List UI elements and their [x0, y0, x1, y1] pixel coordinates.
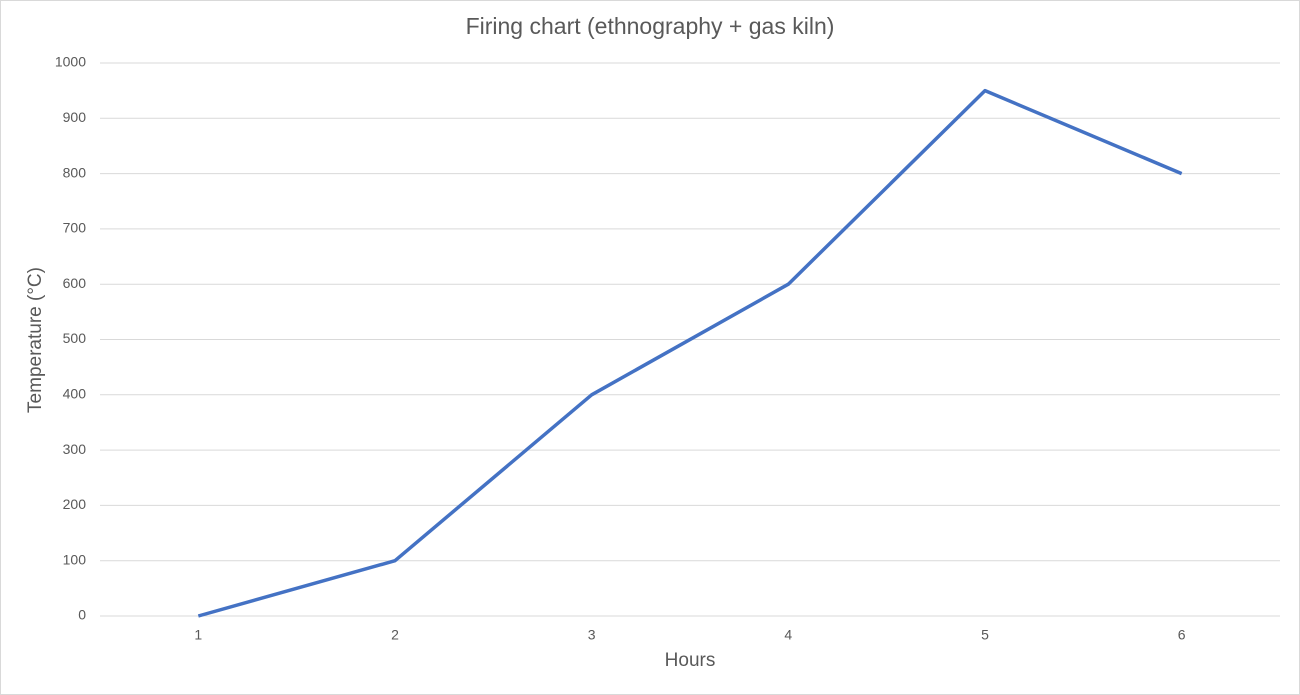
y-tick-label: 700	[63, 220, 87, 236]
x-tick-label: 1	[194, 627, 202, 643]
x-tick-label: 5	[981, 627, 989, 643]
x-tick-label: 4	[784, 627, 792, 643]
line-series	[197, 88, 1183, 618]
x-tick-label: 3	[588, 627, 596, 643]
y-tick-label: 400	[63, 386, 87, 402]
y-axis-title: Temperature (°C)	[25, 267, 46, 413]
y-tick-label: 1000	[55, 54, 86, 70]
y-tick-label: 500	[63, 330, 87, 346]
chart-title: Firing chart (ethnography + gas kiln)	[466, 13, 835, 39]
x-tick-label: 2	[391, 627, 399, 643]
y-tick-label: 0	[78, 607, 86, 623]
y-tick-label: 900	[63, 109, 87, 125]
y-tick-label: 800	[63, 164, 87, 180]
y-tick-label: 100	[63, 551, 87, 567]
y-tick-label: 200	[63, 496, 87, 512]
x-tick-label: 6	[1178, 627, 1186, 643]
y-tick-label: 600	[63, 275, 87, 291]
x-axis-title: Hours	[665, 650, 716, 671]
y-tick-label: 300	[63, 441, 87, 457]
